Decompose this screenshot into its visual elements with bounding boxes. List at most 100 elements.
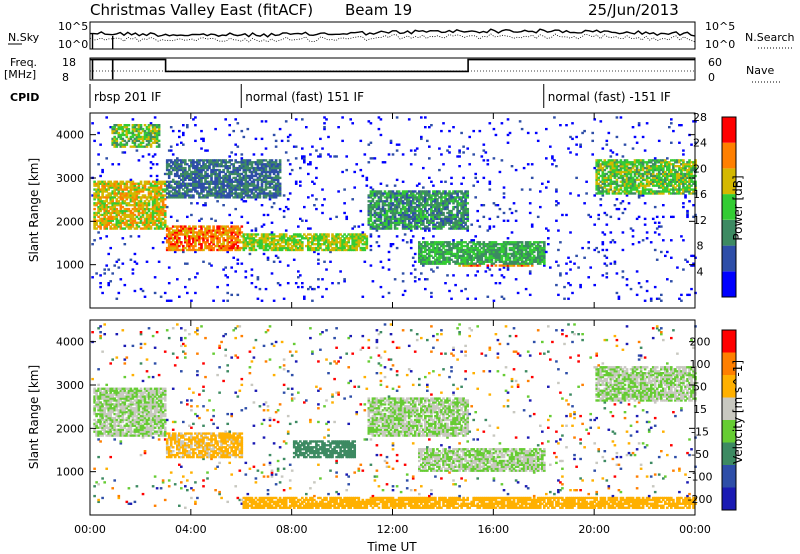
echo-cell <box>274 174 278 178</box>
echo-cell <box>250 165 254 168</box>
echo-cell <box>147 223 151 226</box>
echo-cell <box>123 217 127 221</box>
echo-cell <box>131 124 135 127</box>
echo-cell <box>432 192 435 195</box>
echo-cell <box>599 166 603 170</box>
echo-cell <box>454 283 457 287</box>
echo-cell <box>220 165 223 168</box>
echo-cell <box>440 248 443 252</box>
echo-cell <box>448 260 451 263</box>
echo-cell <box>424 198 427 201</box>
echo-cell <box>131 126 135 129</box>
echo-cell <box>530 252 534 256</box>
echo-cell <box>224 188 228 191</box>
echo-cell <box>153 215 157 219</box>
echo-cell <box>520 241 524 244</box>
echo-cell <box>591 131 595 135</box>
echo-cell <box>264 166 268 170</box>
echo-cell <box>367 209 371 213</box>
echo-cell <box>420 192 423 195</box>
echo-cell <box>462 145 465 148</box>
echo-cell <box>224 178 228 182</box>
echo-cell <box>288 237 292 240</box>
echo-cell <box>541 256 544 259</box>
echo-cell <box>395 192 399 195</box>
echo-cell <box>470 223 474 226</box>
echo-cell <box>524 252 528 256</box>
echo-cell <box>587 246 591 250</box>
echo-cell <box>184 262 187 265</box>
echo-cell <box>171 166 175 170</box>
echo-cell <box>222 204 225 207</box>
echo-cell <box>343 241 346 244</box>
echo-cell <box>226 196 230 199</box>
echo-cell <box>141 188 145 191</box>
echo-cell <box>530 262 534 265</box>
echo-cell <box>436 207 439 211</box>
echo-cell <box>178 159 181 162</box>
echo-cell <box>254 186 258 189</box>
echo-cell <box>595 188 599 191</box>
echo-cell <box>107 192 111 195</box>
echo-cell <box>161 217 165 221</box>
echo-cell <box>198 225 201 228</box>
echo-cell <box>399 194 403 197</box>
echo-cell <box>135 262 139 265</box>
echo-cell <box>456 254 459 258</box>
echo-cell <box>147 192 151 195</box>
echo-cell <box>526 250 530 254</box>
echo-cell <box>262 166 266 170</box>
echo-cell <box>468 246 472 250</box>
echo-cell <box>238 229 242 232</box>
echo-cell <box>176 168 179 172</box>
echo-cell <box>234 227 238 230</box>
echo-cell <box>167 196 171 199</box>
echo-cell <box>351 122 355 125</box>
echo-cell <box>462 264 465 267</box>
echo-cell <box>149 174 153 178</box>
echo-cell <box>202 190 205 193</box>
echo-cell <box>434 217 437 221</box>
echo-cell <box>103 205 107 209</box>
echo-cell <box>345 217 349 221</box>
echo-cell <box>143 200 147 203</box>
echo-cell <box>418 252 421 256</box>
echo-cell <box>278 188 282 191</box>
echo-cell <box>133 184 137 187</box>
echo-cell <box>526 252 530 256</box>
echo-cell <box>343 202 346 205</box>
echo-cell <box>186 194 189 197</box>
echo-cell <box>294 282 298 285</box>
echo-cell <box>488 248 492 252</box>
echo-cell <box>530 225 534 228</box>
echo-cell <box>264 196 268 199</box>
echo-cell <box>123 188 127 191</box>
echo-cell <box>494 282 498 285</box>
echo-cell <box>389 243 393 246</box>
echo-cell <box>244 166 248 170</box>
echo-cell <box>149 133 153 137</box>
echo-cell <box>145 211 149 215</box>
echo-cell <box>145 135 149 139</box>
echo-cell <box>448 262 451 265</box>
echo-cell <box>444 192 447 195</box>
echo-cell <box>270 221 274 224</box>
echo-cell <box>151 219 155 222</box>
echo-cell <box>190 235 193 238</box>
echo-cell <box>543 244 546 248</box>
echo-cell <box>171 178 175 182</box>
echo-cell <box>151 141 155 144</box>
echo-cell <box>438 217 441 221</box>
echo-cell <box>444 248 447 252</box>
echo-cell <box>133 252 137 256</box>
echo-cell <box>494 133 498 137</box>
echo-cell <box>151 217 155 221</box>
echo-cell <box>500 295 504 298</box>
echo-cell <box>222 186 225 189</box>
echo-cell <box>418 192 421 195</box>
echo-cell <box>514 244 518 248</box>
echo-cell <box>337 237 340 240</box>
echo-cell <box>413 221 417 224</box>
echo-cell <box>426 198 429 201</box>
echo-cell <box>482 254 486 258</box>
